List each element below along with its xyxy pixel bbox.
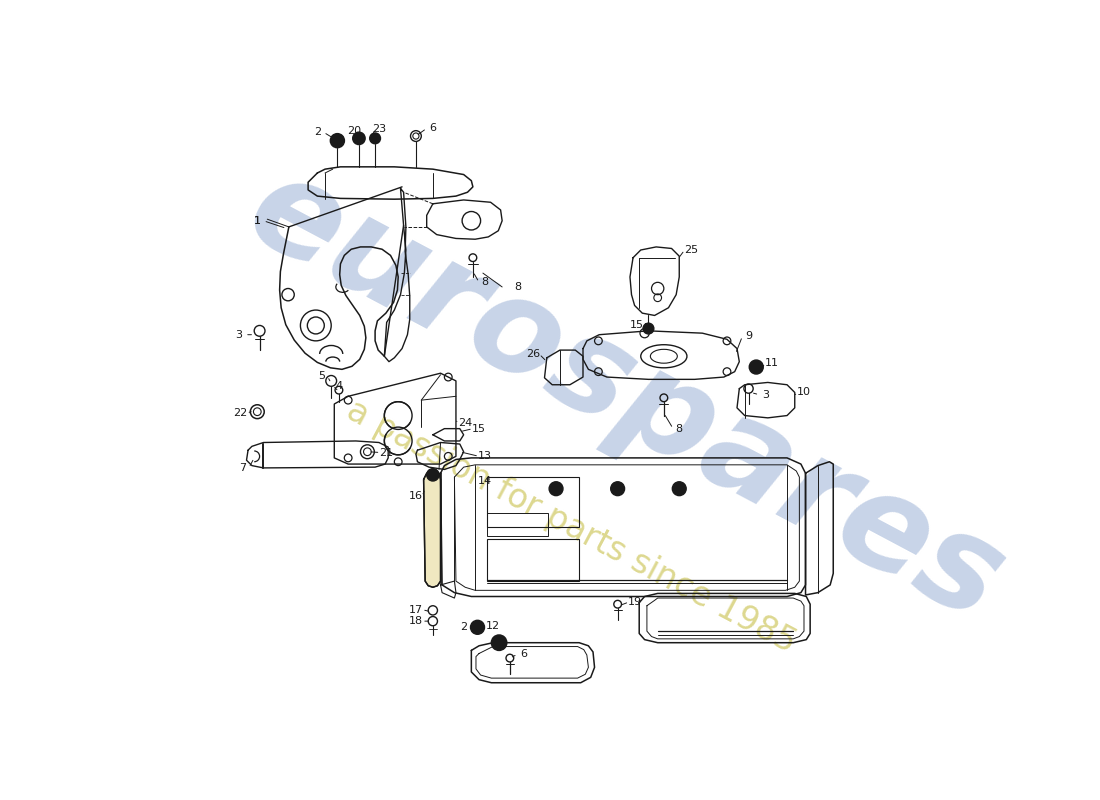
Text: 24: 24	[458, 418, 472, 428]
Text: 1: 1	[254, 216, 261, 226]
Polygon shape	[424, 470, 440, 587]
Text: 10: 10	[798, 387, 811, 398]
Text: 8: 8	[514, 282, 521, 292]
Text: 11: 11	[764, 358, 779, 368]
Text: 26: 26	[526, 349, 540, 359]
Circle shape	[749, 360, 763, 374]
Text: 6: 6	[520, 650, 527, 659]
Text: a passion for parts since 1985: a passion for parts since 1985	[341, 394, 802, 660]
Text: 17: 17	[409, 605, 424, 614]
Circle shape	[370, 133, 381, 144]
Circle shape	[610, 482, 625, 496]
Text: 7: 7	[239, 463, 246, 473]
Text: 15: 15	[472, 424, 486, 434]
Circle shape	[353, 132, 365, 145]
Text: 23: 23	[372, 124, 386, 134]
Text: 8: 8	[675, 424, 683, 434]
Circle shape	[427, 469, 439, 481]
Text: 14: 14	[478, 476, 493, 486]
Text: 6: 6	[429, 123, 437, 134]
Text: 4: 4	[336, 381, 342, 390]
Text: 8: 8	[482, 278, 488, 287]
Circle shape	[492, 635, 507, 650]
Text: 2: 2	[460, 622, 467, 632]
Text: 22: 22	[233, 408, 248, 418]
Text: 20: 20	[348, 126, 362, 136]
Text: 9: 9	[745, 331, 752, 342]
Text: 2: 2	[314, 127, 321, 137]
Circle shape	[471, 620, 484, 634]
Text: eurospares: eurospares	[227, 144, 1024, 648]
Text: 13: 13	[478, 451, 492, 462]
Text: 18: 18	[409, 616, 424, 626]
Text: 5: 5	[318, 371, 324, 382]
Text: 3: 3	[235, 330, 242, 340]
Bar	[486, 538, 579, 581]
Text: 21: 21	[379, 447, 394, 458]
Text: 12: 12	[486, 621, 500, 630]
Text: 3: 3	[762, 390, 769, 400]
Circle shape	[644, 323, 653, 334]
Circle shape	[672, 482, 686, 496]
Text: 25: 25	[684, 245, 697, 255]
Circle shape	[549, 482, 563, 496]
Text: 19: 19	[628, 597, 642, 607]
Text: 15: 15	[630, 320, 644, 330]
Text: 1: 1	[254, 216, 261, 226]
Bar	[486, 477, 579, 527]
Text: 16: 16	[409, 491, 422, 502]
Circle shape	[330, 134, 344, 147]
Bar	[486, 514, 548, 537]
